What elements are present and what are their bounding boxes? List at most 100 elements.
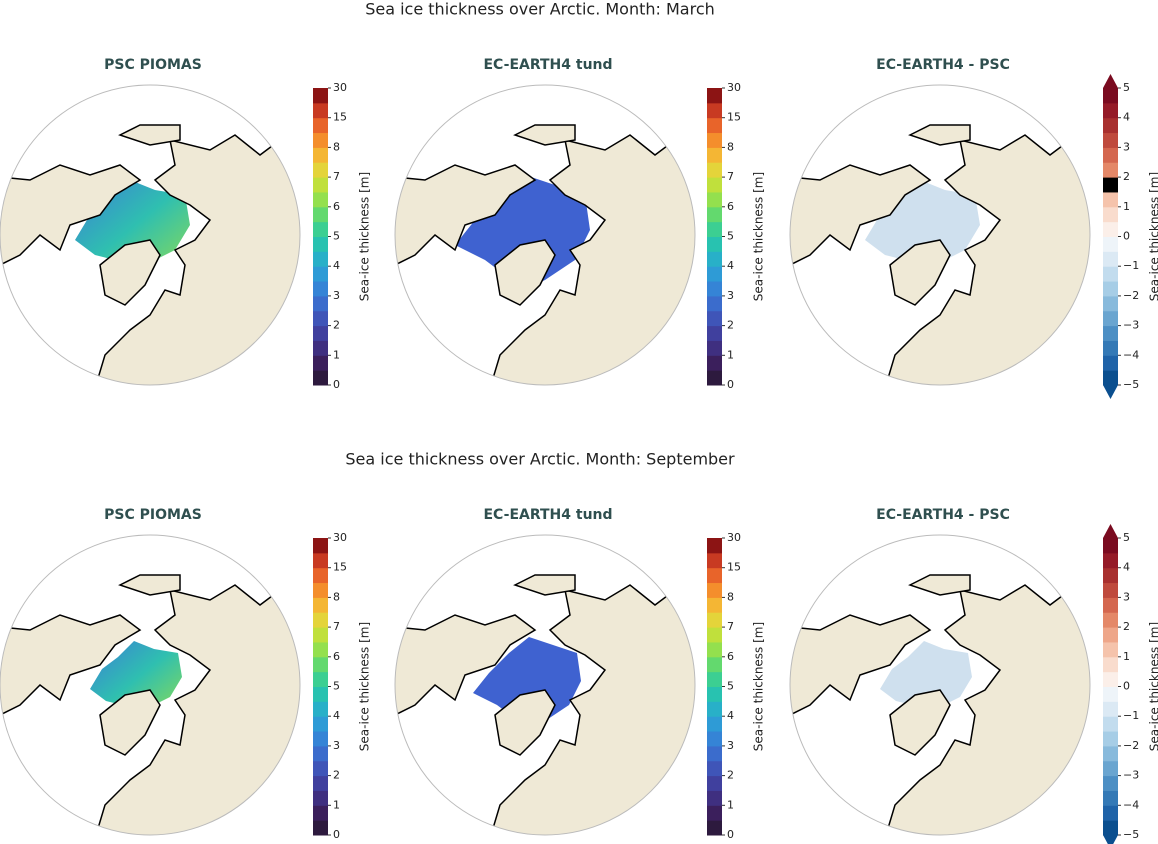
colorbar-band bbox=[707, 775, 722, 791]
colorbar-band bbox=[1103, 251, 1118, 267]
colorbar-band bbox=[313, 790, 328, 806]
colorbar-tick-label: 6 bbox=[727, 650, 734, 663]
colorbar-extend bbox=[1103, 524, 1118, 538]
colorbar-band bbox=[707, 701, 722, 717]
colorbar-tick-label: 5 bbox=[333, 680, 340, 693]
colorbar-tick-label: 5 bbox=[1123, 531, 1130, 544]
colorbar-band bbox=[707, 641, 722, 658]
land bbox=[118, 574, 181, 596]
colorbar-tick-label: 4 bbox=[727, 259, 734, 272]
colorbar-band bbox=[707, 221, 722, 237]
colorbar-extend bbox=[1103, 835, 1118, 844]
sea-ice bbox=[865, 180, 980, 275]
colorbar-band bbox=[313, 236, 328, 252]
colorbar-tick-label: −5 bbox=[1123, 378, 1139, 391]
land bbox=[889, 689, 951, 756]
colorbar-band bbox=[707, 251, 722, 267]
panel-title: EC-EARTH4 tund bbox=[483, 507, 612, 523]
colorbar-band bbox=[707, 656, 722, 673]
colorbar-band bbox=[707, 567, 722, 584]
colorbar-band bbox=[313, 552, 328, 569]
colorbar-tick-label: 0 bbox=[727, 828, 734, 841]
colorbar-band bbox=[1103, 552, 1118, 569]
colorbar-band bbox=[707, 147, 722, 163]
panel-title: EC-EARTH4 tund bbox=[483, 57, 612, 73]
colorbar-band bbox=[313, 597, 328, 613]
sea-ice bbox=[455, 175, 590, 290]
colorbar-tick-label: 5 bbox=[727, 230, 734, 243]
colorbar-band bbox=[313, 820, 328, 836]
colorbar-band bbox=[707, 790, 722, 806]
colorbar-band bbox=[707, 745, 722, 762]
map bbox=[395, 535, 695, 835]
colorbar-label: Sea-ice thickness [m] bbox=[752, 622, 766, 751]
colorbar-band bbox=[707, 716, 722, 732]
colorbar-band bbox=[313, 686, 328, 702]
colorbar-tick-label: 2 bbox=[727, 319, 734, 332]
colorbar-band bbox=[313, 310, 328, 327]
colorbar-label: Sea-ice thickness [m] bbox=[358, 622, 372, 751]
land bbox=[790, 614, 932, 727]
colorbar-band bbox=[1103, 147, 1118, 163]
colorbar-band bbox=[707, 325, 722, 341]
colorbar-tick-label: 5 bbox=[1123, 81, 1130, 94]
colorbar-band bbox=[313, 117, 328, 134]
land bbox=[790, 164, 932, 277]
colorbar-band bbox=[1103, 221, 1118, 237]
land bbox=[513, 124, 576, 146]
colorbar-band bbox=[707, 132, 722, 148]
colorbar-band bbox=[313, 221, 328, 237]
colorbar-label: Sea-ice thickness [m] bbox=[1148, 622, 1158, 751]
colorbar-band bbox=[1103, 627, 1118, 643]
map bbox=[0, 535, 300, 835]
land bbox=[494, 689, 556, 756]
colorbar-band bbox=[707, 760, 722, 777]
colorbar-band bbox=[707, 206, 722, 223]
colorbar-band bbox=[707, 102, 722, 119]
colorbar-band bbox=[313, 147, 328, 163]
colorbar-band bbox=[313, 656, 328, 673]
colorbar-band bbox=[1103, 745, 1118, 762]
colorbar-tick-label: 4 bbox=[727, 709, 734, 722]
colorbar-tick-label: 30 bbox=[727, 531, 741, 544]
colorbar-band bbox=[313, 266, 328, 282]
colorbar-band bbox=[1103, 567, 1118, 584]
colorbar-band bbox=[313, 177, 328, 193]
colorbar-tick-label: −1 bbox=[1123, 709, 1139, 722]
colorbar-tick-label: 1 bbox=[333, 798, 340, 811]
colorbar-tick-label: 3 bbox=[1123, 590, 1130, 603]
colorbar-band bbox=[313, 325, 328, 341]
colorbar-tick-label: 1 bbox=[333, 348, 340, 361]
land bbox=[908, 574, 971, 596]
map bbox=[790, 535, 1090, 835]
colorbar-band bbox=[1103, 538, 1118, 554]
colorbar-label: Sea-ice thickness [m] bbox=[358, 172, 372, 301]
colorbar-band bbox=[707, 117, 722, 134]
colorbar-tick-label: 4 bbox=[333, 709, 340, 722]
colorbar-band bbox=[707, 805, 722, 821]
colorbar-band bbox=[1103, 177, 1118, 193]
colorbar-band bbox=[707, 627, 722, 643]
colorbar-band bbox=[1103, 701, 1118, 717]
colorbar-band bbox=[313, 206, 328, 223]
panel-title: PSC PIOMAS bbox=[104, 57, 202, 73]
colorbar-tick-label: 4 bbox=[1123, 111, 1130, 124]
colorbar-tick-label: 2 bbox=[727, 769, 734, 782]
colorbar-band bbox=[1103, 790, 1118, 806]
land bbox=[0, 614, 142, 727]
colorbar-tick-label: 6 bbox=[333, 650, 340, 663]
colorbar-band bbox=[707, 820, 722, 836]
colorbar-tick-label: 15 bbox=[727, 561, 741, 574]
colorbar-band bbox=[1103, 191, 1118, 208]
colorbar-band bbox=[313, 251, 328, 267]
colorbar-band bbox=[1103, 340, 1118, 356]
colorbar-band bbox=[313, 671, 328, 687]
colorbar-band bbox=[1103, 370, 1118, 386]
map-boundary bbox=[789, 534, 1091, 836]
map-boundary bbox=[0, 534, 301, 836]
colorbar-band bbox=[313, 805, 328, 821]
colorbar-tick-label: 2 bbox=[333, 319, 340, 332]
land bbox=[889, 239, 951, 306]
colorbar-band bbox=[1103, 686, 1118, 702]
colorbar-band bbox=[313, 132, 328, 148]
